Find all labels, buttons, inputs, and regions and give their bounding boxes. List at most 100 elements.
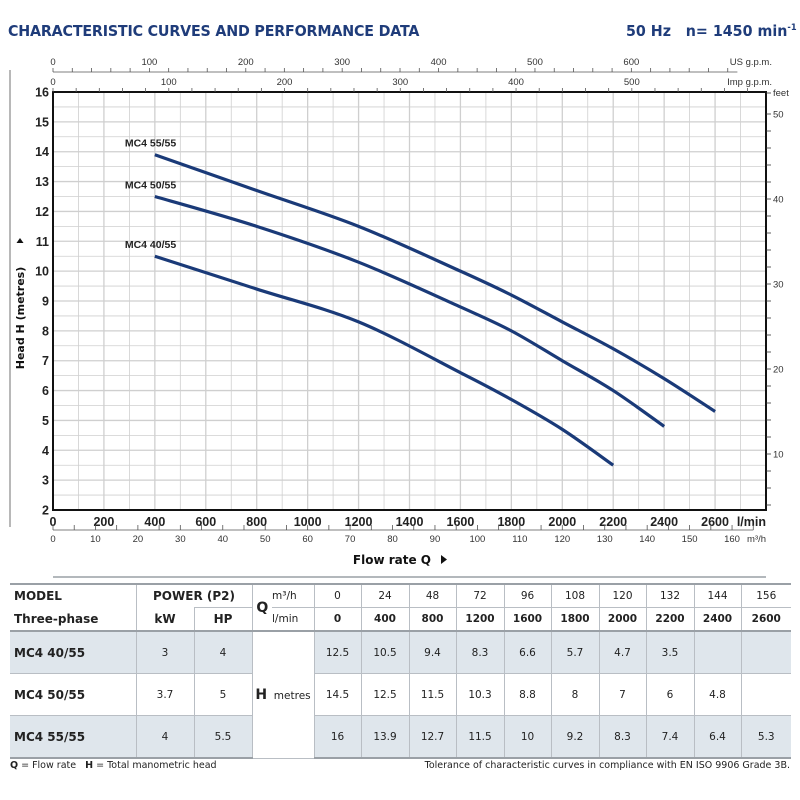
y-tick-label: 4 xyxy=(42,444,49,458)
header-row-1: MODEL POWER (P2) Q m³/h 0 24 48 72 96 10… xyxy=(10,583,792,632)
x-tick-label: 200 xyxy=(93,515,114,529)
y-tick-label: 16 xyxy=(35,86,49,100)
m3h-9: 156 xyxy=(740,583,792,608)
power-header-close: ) xyxy=(229,589,235,603)
curve-label: MC4 50/55 xyxy=(125,180,177,192)
x-tick-label: 600 xyxy=(195,515,216,529)
x-tick-label: 2600 xyxy=(701,515,729,529)
model-name: MC4 55/55 xyxy=(10,715,137,759)
x-tick-label: 400 xyxy=(144,515,165,529)
head-value: 5.7 xyxy=(550,630,600,674)
x-axis-arrow-icon xyxy=(441,555,447,564)
tolerance-note: Tolerance of characteristic curves in co… xyxy=(424,760,790,771)
kw-header: kW xyxy=(135,607,195,632)
m3h-tick-label: 140 xyxy=(639,534,655,545)
imp-gpm-tick-label: 400 xyxy=(508,77,524,88)
speed: n= 1450 min-1 xyxy=(686,22,797,40)
m3h-tick-label: 110 xyxy=(512,534,527,545)
h-metres-label: H metres xyxy=(251,630,315,759)
m3h-1: 24 xyxy=(360,583,410,608)
us-gpm-unit-label: US g.p.m. xyxy=(730,57,772,68)
curve-mc4-50-55 xyxy=(154,194,666,428)
m3h-tick-label: 60 xyxy=(302,534,313,545)
m3h-tick-label: 50 xyxy=(260,534,271,545)
model-subheader: Three-phase xyxy=(10,607,137,632)
head-value xyxy=(740,630,792,674)
m3h-tick-label: 10 xyxy=(90,534,101,545)
us-gpm-tick-label: 500 xyxy=(527,57,543,68)
m3h-tick-label: 80 xyxy=(387,534,398,545)
table-row: MC4 50/55 3.7 5 14.5 12.5 11.5 10.3 8.8 … xyxy=(10,673,792,716)
y-tick-label: 6 xyxy=(42,384,49,398)
head-value: 6.6 xyxy=(503,630,552,674)
m3h-tick-label: 70 xyxy=(345,534,356,545)
m3h-2: 48 xyxy=(408,583,457,608)
m3h-tick-label: 100 xyxy=(469,534,485,545)
y-tick-label: 5 xyxy=(42,414,49,428)
us-gpm-tick-label: 200 xyxy=(238,57,254,68)
m3h-tick-label: 160 xyxy=(724,534,740,545)
x-tick-label: 0 xyxy=(50,515,57,529)
head-value: 12.5 xyxy=(313,630,362,674)
curve-label: MC4 55/55 xyxy=(125,138,177,150)
us-gpm-tick-label: 100 xyxy=(141,57,157,68)
lmin-1: 400 xyxy=(360,607,410,632)
feet-tick-label: 40 xyxy=(773,195,784,206)
x-tick-label: 1600 xyxy=(447,515,475,529)
header-row-2: Three-phase kW HP l/min 0 400 800 1200 1… xyxy=(10,607,792,632)
q-unit-lmin: l/min xyxy=(272,607,315,632)
y-axis-arrow-icon xyxy=(16,238,24,243)
x-tick-label: 1400 xyxy=(396,515,424,529)
lmin-0: 0 xyxy=(313,607,362,632)
us-gpm-tick-label: 0 xyxy=(50,57,55,68)
head-value: 7.4 xyxy=(645,715,695,759)
legend-note: Q = Flow rate H = Total manometric head xyxy=(10,760,217,771)
power-header: POWER (P2) xyxy=(135,583,253,608)
table-row: MC4 40/55 3 4 H metres 12.5 10.5 9.4 8.3… xyxy=(10,630,792,759)
lmin-9: 2600 xyxy=(740,607,792,632)
m3h-tick-label: 130 xyxy=(597,534,613,545)
y-tick-label: 11 xyxy=(36,235,49,249)
y-tick-label: 2 xyxy=(42,504,49,518)
lmin-5: 1800 xyxy=(550,607,600,632)
curves: MC4 55/55 MC4 50/55 MC4 40/55 xyxy=(125,138,716,467)
m3h-tick-label: 120 xyxy=(554,534,570,545)
head-value: 6.4 xyxy=(693,715,742,759)
frequency: 50 Hz xyxy=(626,22,672,40)
head-value xyxy=(693,630,742,674)
m3h-tick-label: 0 xyxy=(50,534,55,545)
m3h-4: 96 xyxy=(503,583,552,608)
feet-unit-label: feet xyxy=(773,88,789,99)
feet-tick-label: 10 xyxy=(773,450,784,461)
page-title: CHARACTERISTIC CURVES AND PERFORMANCE DA… xyxy=(8,22,420,40)
y-axis-label: Head H (metres) xyxy=(14,267,27,370)
m3h-7: 132 xyxy=(645,583,695,608)
h-key: H xyxy=(85,760,94,771)
model-header: MODEL xyxy=(10,583,137,608)
curve-mc4-40-55 xyxy=(154,254,615,467)
power-kw: 3.7 xyxy=(135,673,195,716)
imp-gpm-unit-label: Imp g.p.m. xyxy=(727,77,772,88)
us-gpm-tick-label: 400 xyxy=(431,57,447,68)
x-tick-label: 1200 xyxy=(345,515,373,529)
m3h-tick-label: 90 xyxy=(430,534,441,545)
x-tick-label: 2400 xyxy=(650,515,678,529)
head-value: 10.3 xyxy=(455,673,505,716)
q-unit-m3h: m³/h xyxy=(272,583,315,608)
power-hp: 5.5 xyxy=(193,715,253,759)
head-value: 8.3 xyxy=(598,715,647,759)
head-value: 5.3 xyxy=(740,715,792,759)
power-header-text: POWER (P xyxy=(153,589,222,603)
table-row: MC4 55/55 4 5.5 16 13.9 12.7 11.5 10 9.2… xyxy=(10,715,792,759)
head-value: 16 xyxy=(313,715,362,759)
head-value: 4.7 xyxy=(598,630,647,674)
power-hp: 4 xyxy=(193,630,253,674)
q-key: Q xyxy=(10,760,19,771)
y-tick-label: 7 xyxy=(42,354,49,368)
speed-exponent: -1 xyxy=(787,22,797,33)
model-name: MC4 40/55 xyxy=(10,630,137,674)
model-name: MC4 50/55 xyxy=(10,673,137,716)
imp-gpm-tick-label: 0 xyxy=(50,77,55,88)
q-letter: Q xyxy=(251,583,273,632)
imp-gpm-tick-label: 200 xyxy=(277,77,293,88)
